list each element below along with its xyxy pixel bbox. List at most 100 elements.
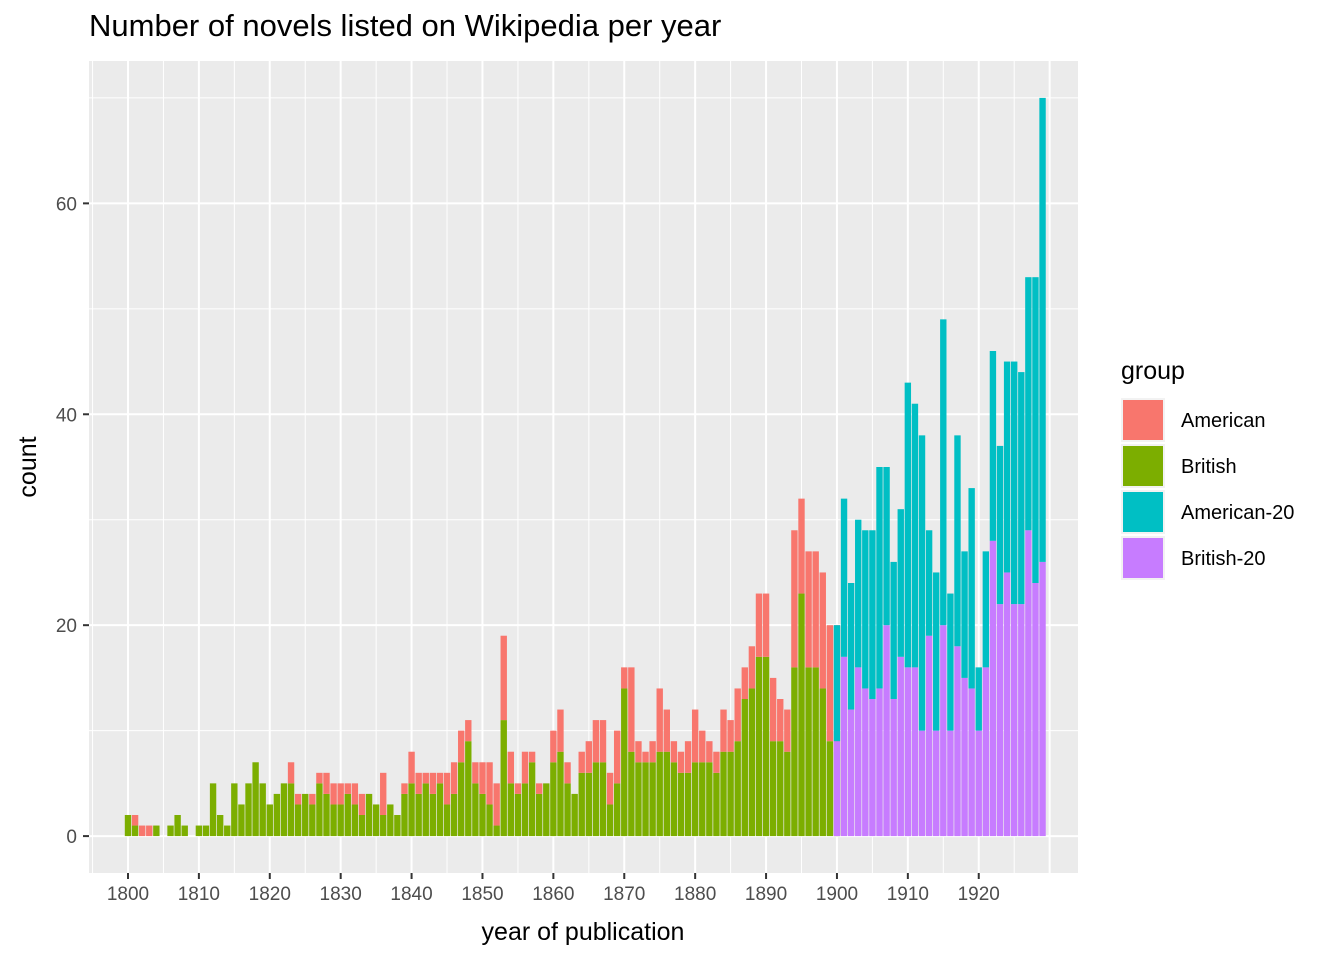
bar-british-1820 bbox=[266, 804, 273, 837]
bar-british-20-1926 bbox=[1018, 604, 1025, 837]
bar-british-20-1903 bbox=[855, 667, 862, 837]
bar-british-1834 bbox=[365, 793, 373, 837]
bar-american-1849 bbox=[472, 762, 479, 784]
legend-title: group bbox=[1121, 357, 1185, 385]
bar-british-1878 bbox=[677, 772, 685, 837]
bar-british-1862 bbox=[564, 783, 571, 837]
bar-british-20-1912 bbox=[918, 730, 926, 837]
bar-british-1876 bbox=[663, 751, 670, 837]
bar-american-1830 bbox=[337, 783, 344, 805]
bar-american-1887 bbox=[741, 667, 748, 699]
bar-british-1854 bbox=[507, 783, 515, 837]
bar-british-20-1922 bbox=[989, 540, 997, 837]
bar-american-20-1918 bbox=[961, 551, 968, 678]
bar-british-1885 bbox=[727, 751, 734, 837]
bar-american-1840 bbox=[408, 751, 415, 784]
bar-british-1892 bbox=[777, 741, 784, 837]
bar-british-1836 bbox=[380, 815, 387, 837]
bar-british-1843 bbox=[429, 793, 437, 837]
bar-british-1821 bbox=[273, 793, 281, 837]
bar-british-1896 bbox=[805, 667, 812, 837]
bar-british-1853 bbox=[500, 720, 507, 837]
bar-british-20-1913 bbox=[925, 635, 933, 837]
bar-american-1878 bbox=[677, 751, 685, 773]
bar-british-20-1910 bbox=[904, 667, 912, 837]
bar-british-1899 bbox=[826, 741, 834, 837]
bar-british-20-1916 bbox=[947, 730, 954, 837]
bar-american-1860 bbox=[550, 730, 557, 763]
bar-british-20-1907 bbox=[883, 625, 890, 837]
bar-british-20-1915 bbox=[940, 625, 947, 837]
x-axis: 1800 1810 1820 1830 1840 1850 1860 1870 1880 1890… bbox=[107, 873, 1000, 905]
bar-american-1823 bbox=[287, 762, 295, 784]
bar-american-1865 bbox=[585, 741, 593, 773]
bar-british-20-1908 bbox=[890, 699, 897, 837]
bar-british-20-1918 bbox=[961, 677, 968, 837]
bar-british-1868 bbox=[606, 804, 614, 837]
bar-american-20-1921 bbox=[982, 551, 990, 668]
bar-american-1828 bbox=[323, 772, 330, 794]
bar-british-1883 bbox=[713, 772, 720, 837]
bar-american-1861 bbox=[557, 709, 564, 752]
bar-british-20-1925 bbox=[1011, 604, 1018, 837]
bar-british-1813 bbox=[216, 815, 224, 837]
bar-british-20-1911 bbox=[911, 667, 919, 837]
bar-american-1833 bbox=[358, 793, 366, 815]
bar-british-1884 bbox=[720, 751, 727, 837]
bar-british-1877 bbox=[670, 762, 678, 837]
bar-british-1861 bbox=[557, 751, 564, 837]
bar-american-1890 bbox=[762, 593, 770, 657]
x-tick-label: 1810 bbox=[178, 884, 220, 905]
bar-american-1850 bbox=[479, 762, 486, 794]
bar-american-1848 bbox=[465, 720, 472, 742]
chart-title: Number of novels listed on Wikipedia per… bbox=[89, 8, 722, 43]
bar-british-1841 bbox=[415, 793, 422, 837]
bar-british-1880 bbox=[691, 762, 699, 837]
bar-american-1869 bbox=[613, 730, 621, 784]
bar-american-1802 bbox=[138, 825, 146, 837]
bar-american-1839 bbox=[401, 783, 408, 794]
bar-british-1835 bbox=[372, 804, 380, 837]
x-tick-label: 1820 bbox=[249, 884, 291, 905]
bar-american-1844 bbox=[436, 772, 444, 784]
bar-british-1814 bbox=[224, 825, 231, 837]
bar-american-1877 bbox=[670, 741, 678, 763]
bar-british-1879 bbox=[684, 772, 692, 837]
y-tick-label: 0 bbox=[66, 827, 77, 848]
bar-british-20-1902 bbox=[847, 709, 855, 837]
bar-american-20-1916 bbox=[947, 593, 954, 731]
x-tick-label: 1910 bbox=[887, 884, 929, 905]
bar-american-1872 bbox=[635, 741, 642, 763]
y-tick-label: 40 bbox=[56, 405, 77, 426]
bar-american-1857 bbox=[528, 751, 536, 763]
bar-american-20-1925 bbox=[1011, 361, 1018, 605]
bar-american-1880 bbox=[691, 709, 699, 763]
bar-british-1870 bbox=[621, 688, 628, 837]
bar-american-1888 bbox=[748, 646, 756, 689]
x-tick-label: 1860 bbox=[532, 884, 574, 905]
x-tick-label: 1830 bbox=[320, 884, 362, 905]
bar-american-1855 bbox=[514, 783, 522, 794]
bar-british-1863 bbox=[571, 793, 578, 837]
bar-british-1804 bbox=[153, 825, 160, 837]
bar-british-1866 bbox=[592, 762, 600, 837]
bar-british-1849 bbox=[472, 783, 479, 837]
bar-british-1842 bbox=[422, 783, 429, 837]
bar-american-20-1908 bbox=[890, 561, 897, 699]
bar-american-1845 bbox=[443, 772, 451, 805]
bar-british-1824 bbox=[294, 804, 302, 837]
bar-american-20-1924 bbox=[1003, 361, 1011, 573]
bar-american-1881 bbox=[699, 730, 706, 763]
bar-british-1860 bbox=[550, 762, 557, 837]
bar-british-1889 bbox=[755, 656, 763, 837]
bars bbox=[124, 97, 1046, 837]
x-tick-label: 1850 bbox=[461, 884, 503, 905]
bar-british-20-1909 bbox=[897, 656, 904, 837]
x-tick-label: 1840 bbox=[390, 884, 432, 905]
bar-american-1885 bbox=[727, 720, 734, 752]
bar-american-20-1902 bbox=[847, 583, 855, 710]
bar-american-1896 bbox=[805, 551, 812, 668]
bar-british-1847 bbox=[458, 762, 465, 837]
bar-american-20-1923 bbox=[996, 445, 1004, 605]
bar-british-1822 bbox=[280, 783, 288, 837]
